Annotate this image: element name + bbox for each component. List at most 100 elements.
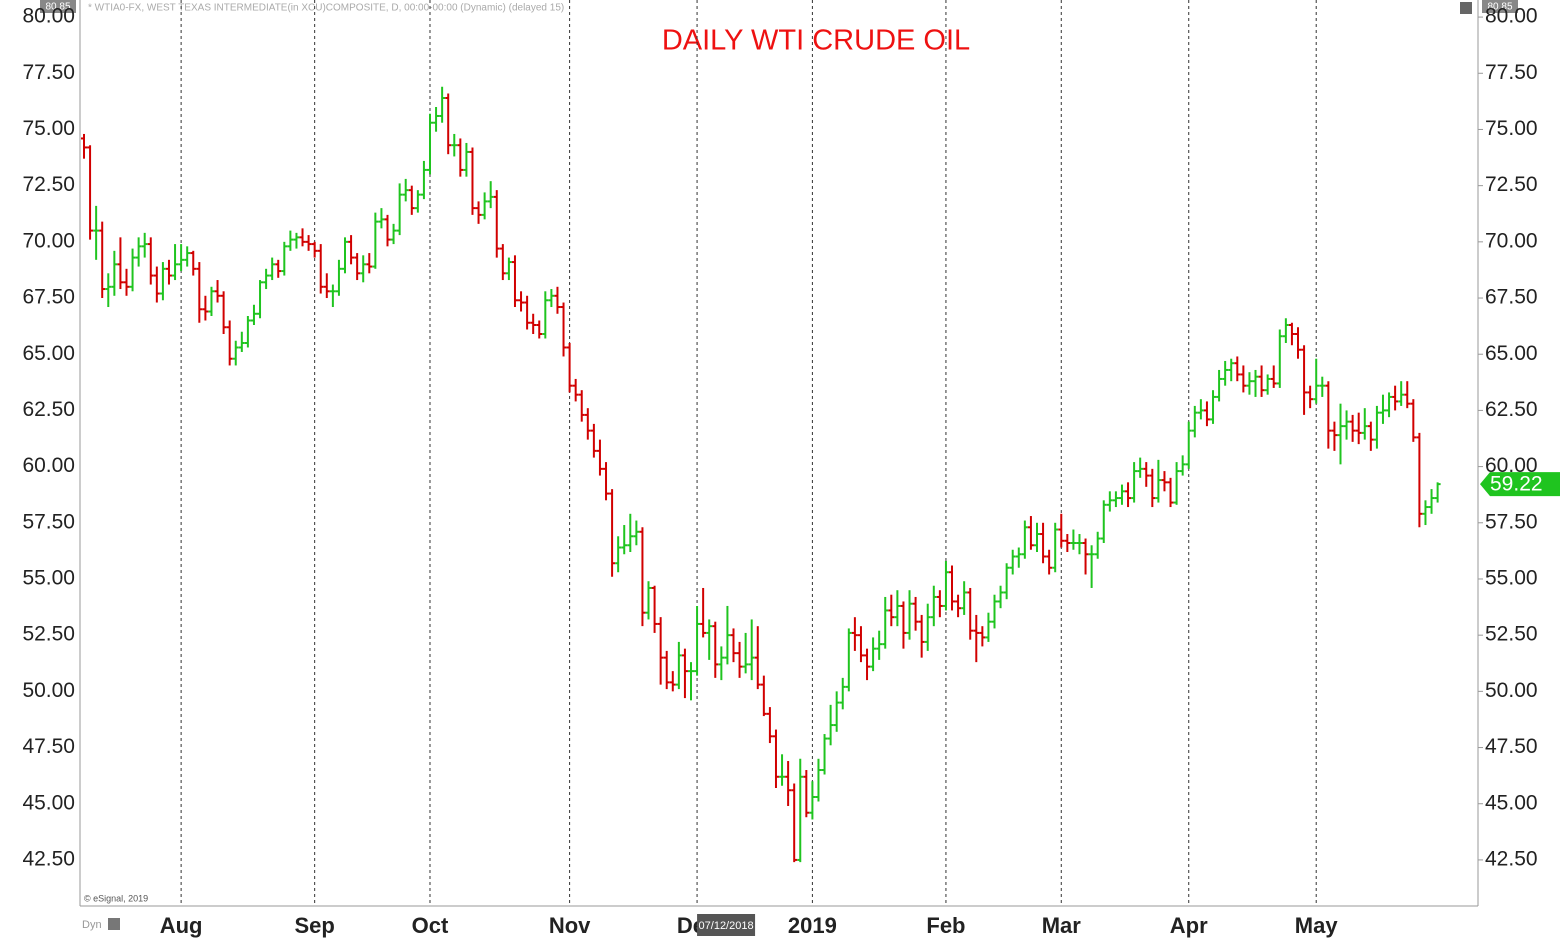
x-tick-label: Oct [412,913,449,938]
y-tick-label: 62.50 [22,398,75,421]
ohlc-bar [772,729,779,789]
ohlc-bar [530,313,537,334]
ohlc-bar [1076,534,1083,555]
ohlc-bar [1003,563,1010,600]
ohlc-bar [214,280,221,303]
ohlc-bar [906,590,913,640]
ohlc-bar [1131,462,1138,503]
last-price-label: 59.22 [1490,473,1543,496]
corner-label: 80.85 [1487,2,1512,13]
ohlc-bar [1161,471,1168,492]
ohlc-bar [360,255,367,283]
x-tick-label: 2019 [788,913,837,938]
mode-icon[interactable] [108,918,120,930]
ohlc-bar [851,617,858,651]
ohlc-bar [700,587,707,638]
ohlc-bar [1033,522,1040,553]
corner-box-right [1482,0,1518,13]
y-tick-label: 57.50 [22,510,75,533]
ohlc-bar [748,619,755,681]
ohlc-bar [469,147,476,215]
ohlc-bar [845,628,852,692]
ohlc-bar [232,340,239,366]
ohlc-bar [311,241,318,258]
ohlc-bar [663,650,670,690]
ohlc-bar [736,641,743,678]
ohlc-bar [912,596,919,631]
ohlc-bar [475,201,482,224]
copyright: © eSignal, 2019 [84,893,148,903]
ohlc-bar [876,630,883,660]
ohlc-bar [627,513,634,553]
ohlc-bar [1052,522,1059,573]
y-tick-label-right: 55.00 [1485,567,1538,590]
ohlc-bar [451,133,458,157]
ohlc-bar [499,244,506,281]
ohlc-bar [1410,399,1417,442]
ohlc-bar [1282,318,1289,343]
ohlc-bar [718,646,725,681]
ohlc-bar [1355,412,1362,445]
ohlc-bar [123,268,130,296]
ohlc-bar [864,648,871,681]
ohlc-bar [1416,432,1423,528]
last-price-box [1480,472,1560,497]
y-tick-label-right: 60.00 [1485,454,1538,477]
ohlc-bar [973,614,980,663]
ohlc-bar [493,190,500,258]
ohlc-bar [609,489,616,577]
y-tick-label: 47.50 [22,735,75,758]
ohlc-bar [238,331,245,352]
ohlc-bar [1379,394,1386,424]
ohlc-bar [1240,365,1247,393]
ohlc-bar [1307,385,1314,409]
ohlc-bar [596,439,603,476]
ohlc-bar [378,208,385,229]
window-icon[interactable] [1460,2,1472,14]
ohlc-bar [511,255,518,308]
ohlc-bar [426,113,433,175]
ohlc-bar [1222,360,1229,386]
y-tick-label: 80.00 [22,5,75,28]
ohlc-bar [481,192,488,220]
ohlc-bar [287,230,294,251]
y-tick-label: 72.50 [22,173,75,196]
ohlc-bar [949,565,956,611]
ohlc-bar [1143,462,1150,487]
ohlc-bar [560,302,567,357]
ohlc-bar [439,86,446,123]
ohlc-bar [396,183,403,236]
ohlc-bar [1234,356,1241,382]
ohlc-bar [584,408,591,440]
y-tick-label-right: 67.50 [1485,286,1538,309]
ohlc-bar [1367,421,1374,451]
ohlc-bar [1118,484,1125,505]
y-tick-label: 52.50 [22,623,75,646]
y-tick-label-right: 52.50 [1485,623,1538,646]
ohlc-bar [153,266,160,303]
ohlc-bar [827,704,834,746]
ohlc-bar [1349,414,1356,442]
ohlc-bar [1197,399,1204,420]
ohlc-bar [712,621,719,678]
ohlc-bar [1301,345,1308,415]
ohlc-bar [930,585,937,627]
ohlc-bar [566,342,573,393]
ohlc-bar [1288,322,1295,346]
ohlc-bar [1343,410,1350,440]
ohlc-bar [754,626,761,690]
ohlc-bar [633,520,640,546]
ohlc-bar [997,585,1004,609]
ohlc-bar [1404,381,1411,409]
y-tick-label: 45.00 [22,791,75,814]
ohlc-bar [81,133,87,159]
ohlc-bar [694,605,701,676]
ohlc-bar [384,214,391,247]
ohlc-bar [342,237,349,274]
ohlc-bar [603,462,610,501]
ohlc-bar [1373,405,1380,449]
ohlc-bar [760,675,767,717]
ohlc-bar [202,295,209,321]
